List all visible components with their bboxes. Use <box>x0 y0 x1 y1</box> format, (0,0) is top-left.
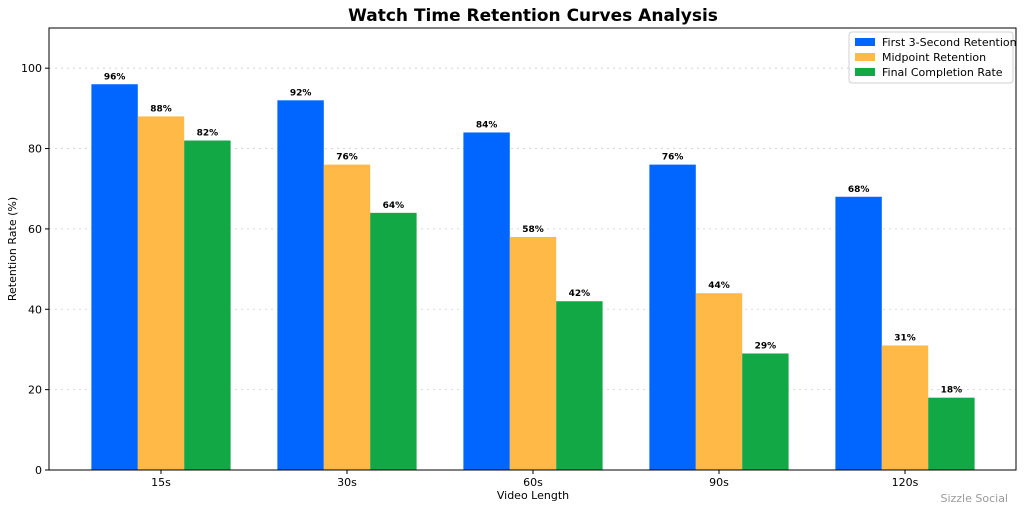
y-tick-label: 40 <box>28 303 42 316</box>
data-label: 29% <box>755 341 777 351</box>
x-tick-label: 120s <box>892 476 919 489</box>
data-labels-layer: 96% 88% 82% 92% 76% 64% 84% 58% 42% 76% 44% 29% 68% 3… <box>104 72 962 395</box>
watermark: Sizzle Social <box>940 492 1008 505</box>
x-axis-label: Video Length <box>497 489 569 502</box>
data-label: 84% <box>476 120 498 130</box>
legend-entry: Midpoint Retention <box>882 51 986 64</box>
data-label: 76% <box>662 153 684 163</box>
data-label: 42% <box>569 289 591 299</box>
bar-60s-3 <box>556 301 603 470</box>
bar-60s-2 <box>509 236 557 470</box>
y-axis-label: Retention Rate (%) <box>6 197 19 301</box>
legend-box <box>848 31 1014 84</box>
data-label: 92% <box>290 88 312 98</box>
bar-60s-1 <box>463 132 510 471</box>
data-label: 18% <box>941 386 963 396</box>
legend-swatch <box>855 53 875 61</box>
y-axis-ticks: 0 20 40 60 80 100 <box>21 62 49 477</box>
data-label: 68% <box>848 185 870 195</box>
y-tick-label: 60 <box>28 223 42 236</box>
data-label: 82% <box>197 129 219 139</box>
y-tick-label: 0 <box>35 464 42 477</box>
y-tick-label: 80 <box>28 143 42 156</box>
data-label: 58% <box>522 225 544 235</box>
legend-entry: First 3-Second Retention <box>882 36 1017 49</box>
bar-90s-2 <box>695 293 743 470</box>
y-tick-label: 100 <box>21 62 42 75</box>
bar-90s-3 <box>742 353 789 470</box>
data-label: 88% <box>150 104 172 114</box>
legend: First 3-Second Retention Midpoint Retenti… <box>848 31 1017 84</box>
x-tick-label: 15s <box>151 476 171 489</box>
bar-120s-3 <box>928 397 975 470</box>
bar-30s-3 <box>370 212 417 470</box>
bars-layer <box>91 84 975 471</box>
data-label: 76% <box>336 153 358 163</box>
legend-swatch <box>855 38 875 46</box>
data-label: 64% <box>383 201 405 211</box>
x-axis-ticks: 15s 30s 60s 90s 120s <box>151 470 919 489</box>
data-label: 44% <box>708 281 730 291</box>
chart-title: Watch Time Retention Curves Analysis <box>348 6 718 26</box>
data-label: 96% <box>104 72 126 82</box>
legend-entry: Final Completion Rate <box>882 66 1003 79</box>
bar-120s-2 <box>881 345 929 470</box>
bar-90s-1 <box>649 164 696 471</box>
bar-120s-1 <box>835 196 882 470</box>
x-tick-label: 30s <box>337 476 357 489</box>
data-label: 31% <box>894 333 916 343</box>
bar-15s-2 <box>137 116 185 471</box>
bar-30s-1 <box>277 100 324 470</box>
bar-15s-1 <box>91 84 138 470</box>
bar-30s-2 <box>323 164 371 471</box>
bar-15s-3 <box>184 140 231 470</box>
x-tick-label: 60s <box>523 476 543 489</box>
x-tick-label: 90s <box>709 476 729 489</box>
legend-swatch <box>855 68 875 76</box>
y-tick-label: 20 <box>28 384 42 397</box>
